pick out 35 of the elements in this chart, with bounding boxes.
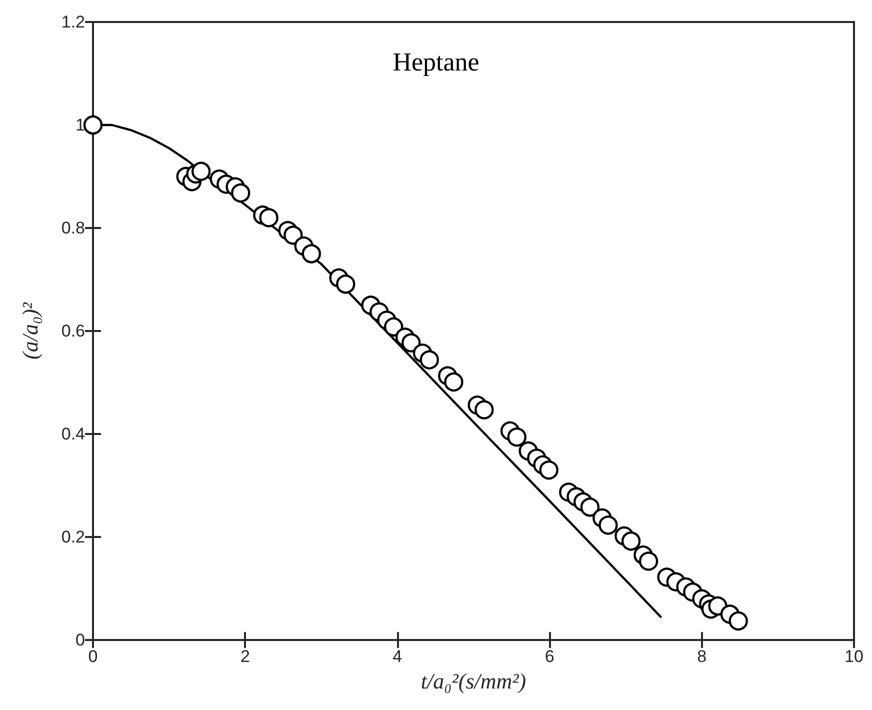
y-axis-title: (a/a₀)² [18,302,42,360]
point [539,460,558,480]
point [420,350,439,370]
y-tick-label: 0.6 [61,322,85,340]
text: Heptane [392,48,480,76]
point [507,427,526,447]
y-tick-label: 0.2 [61,528,85,546]
point [580,498,600,517]
y-tick-label: 0 [76,630,85,650]
x-tick-label: 4 [392,647,402,666]
x-axis-title: t/a₀²(s/mm²) [420,668,526,694]
point [384,317,404,336]
point [402,333,421,352]
point [231,183,250,203]
point [444,372,464,392]
point [638,552,658,571]
point [598,516,618,535]
point [284,226,303,245]
x-tick-label: 6 [544,647,554,666]
point [259,208,278,228]
y-tick-label: 1 [76,116,85,134]
x-tick-label: 2 [240,647,250,666]
y-tick-label: 0.4 [61,424,85,444]
point [474,400,494,420]
y-tick-label: 1.2 [61,12,85,32]
x-tick-label: 10 [844,647,864,666]
point [336,274,356,294]
x-tick-label: 8 [697,647,707,666]
y-tick-label: 0.8 [61,218,85,238]
point [728,611,748,631]
point [83,115,103,135]
x-tick-label: 0 [88,647,98,666]
point [302,244,322,264]
point [191,162,211,181]
point [621,532,641,551]
